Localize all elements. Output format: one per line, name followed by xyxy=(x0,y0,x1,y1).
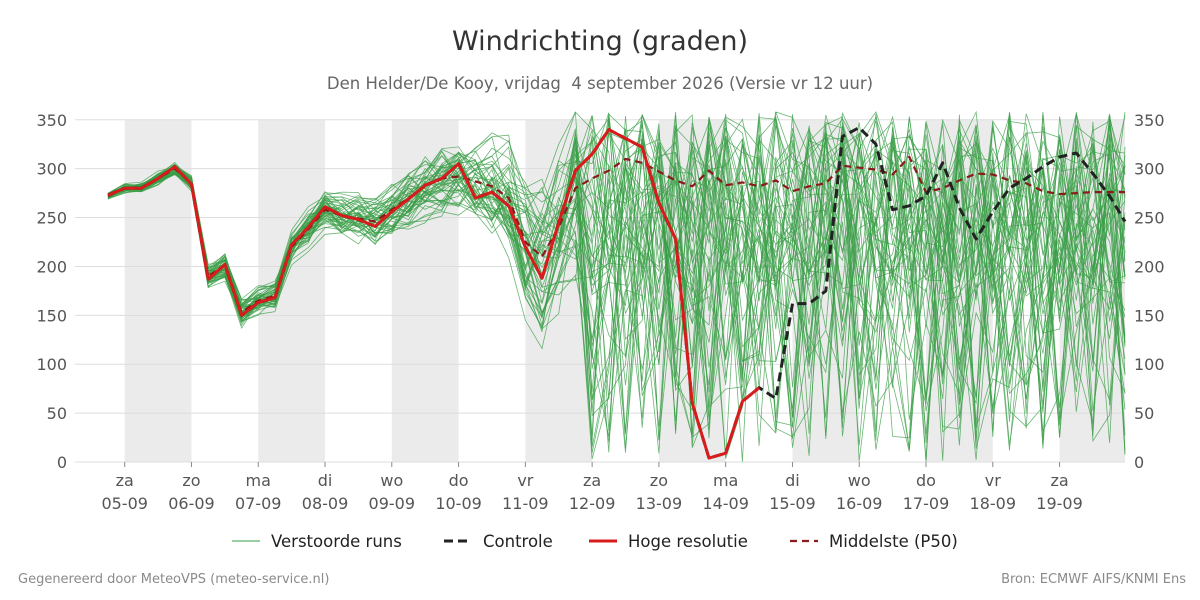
y-tick-label-right: 200 xyxy=(1134,257,1165,276)
x-tick-date: 10-09 xyxy=(435,494,482,513)
x-tick-day: za xyxy=(1050,471,1068,490)
x-tick-date: 19-09 xyxy=(1036,494,1083,513)
x-tick-day: vr xyxy=(985,471,1001,490)
x-tick-day: do xyxy=(449,471,469,490)
x-tick-day: za xyxy=(583,471,601,490)
footer-credit: Gegenereerd door MeteoVPS (meteo-service… xyxy=(18,572,330,587)
y-tick-label: 100 xyxy=(36,355,67,374)
x-tick-date: 06-09 xyxy=(168,494,215,513)
y-tick-label-right: 150 xyxy=(1134,306,1165,325)
x-tick-date: 14-09 xyxy=(702,494,749,513)
chart-title: Windrichting (graden) xyxy=(452,26,748,57)
x-tick-date: 05-09 xyxy=(101,494,148,513)
x-tick-date: 16-09 xyxy=(836,494,883,513)
x-tick-day: do xyxy=(916,471,936,490)
x-tick-day: za xyxy=(116,471,134,490)
x-tick-date: 13-09 xyxy=(636,494,683,513)
x-tick-date: 09-09 xyxy=(369,494,416,513)
ensemble-run xyxy=(107,127,1126,399)
x-tick-day: ma xyxy=(713,471,738,490)
x-tick-day: wo xyxy=(848,471,871,490)
day-band xyxy=(258,120,326,462)
ensemble-run xyxy=(107,119,1126,453)
x-tick-date: 11-09 xyxy=(502,494,549,513)
y-tick-label: 0 xyxy=(57,453,67,472)
control-line xyxy=(107,126,1127,460)
x-tick-date: 08-09 xyxy=(302,494,349,513)
x-tick-date: 18-09 xyxy=(970,494,1017,513)
x-tick-day: wo xyxy=(380,471,403,490)
y-tick-label-right: 100 xyxy=(1134,355,1165,374)
x-tick-date: 15-09 xyxy=(769,494,816,513)
y-tick-label-right: 300 xyxy=(1134,160,1165,179)
y-tick-label: 200 xyxy=(36,257,67,276)
footer-source: Bron: ECMWF AIFS/KNMI Ens xyxy=(1001,572,1186,587)
y-axis-right: 0 50 100 150 200 250 300 350 xyxy=(1134,111,1165,472)
y-tick-label: 150 xyxy=(36,306,67,325)
y-tick-label-right: 250 xyxy=(1134,209,1165,228)
y-axis-left: 0 50 100 150 200 250 300 350 xyxy=(36,111,67,472)
x-tick-day: ma xyxy=(246,471,271,490)
x-tick-day: di xyxy=(318,471,333,490)
chart-subtitle: Den Helder/De Kooy, vrijdag 4 september … xyxy=(327,74,873,93)
x-tick-day: zo xyxy=(650,471,668,490)
legend-median-label: Middelste (P50) xyxy=(829,532,958,551)
legend: Verstoorde runs Controle Hoge resolutie … xyxy=(232,532,958,551)
series-lines xyxy=(107,126,1127,460)
x-tick-date: 12-09 xyxy=(569,494,616,513)
x-tick-date: 17-09 xyxy=(903,494,950,513)
y-tick-label-right: 50 xyxy=(1134,404,1154,423)
y-tick-label-right: 0 xyxy=(1134,453,1144,472)
x-tick-day: di xyxy=(785,471,800,490)
x-tick-day: zo xyxy=(182,471,200,490)
legend-ensemble-label: Verstoorde runs xyxy=(271,532,402,551)
legend-highres-label: Hoge resolutie xyxy=(628,532,748,551)
legend-control-label: Controle xyxy=(483,532,553,551)
x-tick-day: vr xyxy=(517,471,533,490)
x-axis: za 05-09 zo 06-09 ma 07-09 di 08-09 wo 09-09 do 10-… xyxy=(101,462,1083,513)
y-tick-label-right: 350 xyxy=(1134,111,1165,130)
y-tick-label: 250 xyxy=(36,209,67,228)
high-res-line xyxy=(107,128,761,460)
y-tick-label: 50 xyxy=(47,404,67,423)
ensemble-run xyxy=(107,110,1126,435)
y-tick-label: 300 xyxy=(36,160,67,179)
y-tick-label: 350 xyxy=(36,111,67,130)
x-tick-date: 07-09 xyxy=(235,494,282,513)
